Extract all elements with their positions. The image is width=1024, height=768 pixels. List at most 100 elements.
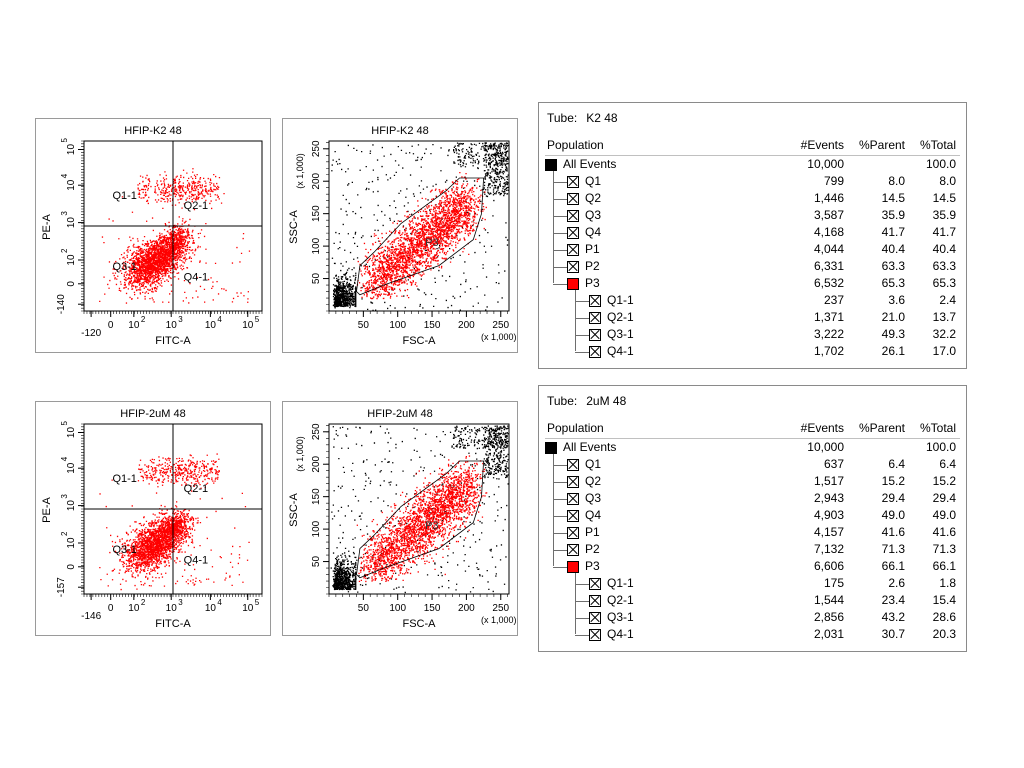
- y-tick-label: 150: [311, 205, 322, 222]
- population-row: Q2-1 1,544 23.4 15.4: [539, 593, 966, 610]
- gate-checkbox-icon[interactable]: [589, 312, 601, 324]
- percent-parent: 41.6: [881, 525, 905, 539]
- population-name: Q2: [585, 474, 602, 488]
- event-count: 7,132: [813, 542, 844, 556]
- percent-total: 17.0: [932, 344, 956, 358]
- tree-line: [553, 233, 567, 234]
- x-tick-label: -120: [81, 328, 101, 339]
- column-header: #Events: [800, 421, 844, 435]
- x-tick-label: 150: [424, 603, 441, 614]
- percent-parent: 8.0: [888, 174, 905, 188]
- tree-line: [553, 284, 567, 285]
- gate-checkbox-icon[interactable]: [589, 329, 601, 341]
- tree-line: [553, 182, 567, 183]
- population-row: Q4-1 2,031 30.7 20.3: [539, 627, 966, 644]
- y-tick-label: 100: [311, 237, 322, 254]
- gate-checkbox-icon[interactable]: [567, 510, 579, 522]
- y-axis-label: SSC-A: [288, 210, 300, 244]
- population-row: P1 4,157 41.6 41.6: [539, 525, 966, 542]
- population-name: Q3-1: [607, 610, 634, 624]
- population-row: Q4-1 1,702 26.1 17.0: [539, 344, 966, 361]
- x-tick-label: -146: [81, 611, 101, 622]
- percent-total: 41.6: [932, 525, 956, 539]
- population-row: Q3-1 2,856 43.2 28.6: [539, 610, 966, 627]
- y-tick-label: 250: [311, 140, 322, 157]
- percent-parent: 6.4: [888, 457, 905, 471]
- population-stats-table-k2: Tube: K2 48 Population #Events %Parent %Total…: [538, 102, 967, 369]
- percent-parent: 29.4: [881, 491, 905, 505]
- x-tick-label: 250: [492, 603, 509, 614]
- percent-total: 29.4: [932, 491, 956, 505]
- percent-parent: 63.3: [881, 259, 905, 273]
- event-count: 4,168: [813, 225, 844, 239]
- gate-checkbox-icon[interactable]: [589, 346, 601, 358]
- percent-total: 15.2: [932, 474, 956, 488]
- gate-checkbox-icon[interactable]: [567, 261, 579, 273]
- quadrant-label: Q1-1: [112, 190, 136, 202]
- gate-checkbox-icon[interactable]: [567, 493, 579, 505]
- quadrant-label: Q1-1: [112, 473, 136, 485]
- percent-parent: 71.3: [881, 542, 905, 556]
- x-tick-label: 250: [492, 320, 509, 331]
- y-tick-label: 200: [311, 455, 322, 472]
- y-tick-exponent: 4: [60, 173, 69, 178]
- x-tick-label: 0: [108, 603, 114, 614]
- gate-label: P3: [425, 237, 438, 249]
- population-name: Q3: [585, 208, 602, 222]
- population-name: Q4: [585, 225, 602, 239]
- percent-parent: 66.1: [881, 559, 905, 573]
- color-swatch-icon: [545, 159, 557, 171]
- population-name: Q3-1: [607, 327, 634, 341]
- x-tick-label: 50: [358, 320, 370, 331]
- percent-parent: 40.4: [881, 242, 905, 256]
- gate-checkbox-icon[interactable]: [589, 295, 601, 307]
- population-name: Q4-1: [607, 627, 634, 641]
- gate-checkbox-icon[interactable]: [589, 612, 601, 624]
- percent-total: 8.0: [939, 174, 956, 188]
- y-tick-label: -140: [56, 294, 67, 314]
- fsc-ssc-svg-2um: HFIP-2uM 48 P3 50 100 150 200 250 50 100 150 200 25…: [288, 408, 517, 630]
- gate-checkbox-icon[interactable]: [567, 459, 579, 471]
- column-header: %Total: [919, 138, 956, 152]
- y-axis-label: PE-A: [41, 214, 53, 240]
- quadrant-label: Q4-1: [184, 271, 208, 283]
- y-axis-multiplier: (x 1,000): [295, 153, 305, 189]
- gate-checkbox-icon[interactable]: [567, 476, 579, 488]
- event-count: 2,856: [813, 610, 844, 624]
- gate-checkbox-icon[interactable]: [567, 544, 579, 556]
- y-tick-label: 50: [311, 273, 322, 285]
- tree-line: [553, 567, 567, 568]
- gate-checkbox-icon[interactable]: [567, 527, 579, 539]
- gate-checkbox-icon[interactable]: [589, 595, 601, 607]
- gate-checkbox-icon[interactable]: [567, 227, 579, 239]
- gate-checkbox-icon[interactable]: [567, 244, 579, 256]
- gate-checkbox-icon[interactable]: [589, 629, 601, 641]
- percent-total: 41.7: [932, 225, 956, 239]
- percent-total: 32.2: [932, 327, 956, 341]
- percent-parent: 3.6: [888, 293, 905, 307]
- population-row: Q1 799 8.0 8.0: [539, 174, 966, 191]
- event-count: 1,702: [813, 344, 844, 358]
- tree-line: [553, 533, 567, 534]
- gate-checkbox-icon[interactable]: [567, 193, 579, 205]
- population-name: P1: [585, 242, 600, 256]
- tube-label: Tube:: [547, 111, 578, 125]
- population-name: P2: [585, 259, 600, 273]
- event-count: 6,532: [813, 276, 844, 290]
- population-row: P2 7,132 71.3 71.3: [539, 542, 966, 559]
- gate-checkbox-icon[interactable]: [567, 210, 579, 222]
- population-row: Q2 1,517 15.2 15.2: [539, 474, 966, 491]
- tree-line: [553, 482, 567, 483]
- x-tick-label: 10: [166, 320, 178, 331]
- x-tick-label: 100: [389, 320, 406, 331]
- population-name: Q4: [585, 508, 602, 522]
- event-count: 1,371: [813, 310, 844, 324]
- y-tick-exponent: 4: [60, 456, 69, 461]
- gate-checkbox-icon[interactable]: [567, 176, 579, 188]
- column-header: #Events: [800, 138, 844, 152]
- gate-checkbox-icon[interactable]: [589, 578, 601, 590]
- x-tick-label: 10: [166, 603, 178, 614]
- fsc-ssc-svg-k2: HFIP-K2 48 P3 50 100 150 200 250 50 100 150 200 250…: [288, 125, 517, 347]
- event-count: 4,903: [813, 508, 844, 522]
